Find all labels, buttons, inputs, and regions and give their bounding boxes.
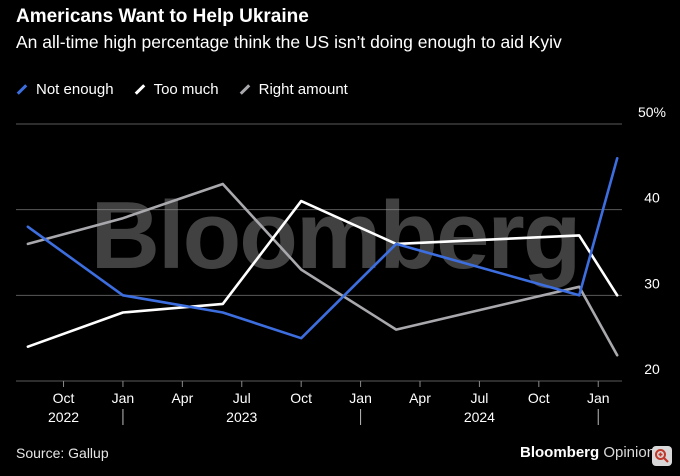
legend-item-not-enough: Not enough — [16, 81, 114, 98]
chart-subtitle: An all-time high percentage think the US… — [16, 32, 562, 52]
series-layer — [26, 157, 619, 357]
y-tick-label-30: 30 — [644, 275, 660, 291]
x-tick-label: Oct — [528, 390, 550, 406]
series-line-right-amount — [26, 182, 619, 357]
x-tick-label: Oct — [53, 390, 75, 406]
legend-label-right-amount: Right amount — [258, 81, 348, 98]
series-line-too-much — [26, 199, 619, 349]
legend-label-too-much: Too much — [153, 81, 219, 98]
chart-title: Americans Want to Help Ukraine — [16, 6, 309, 27]
x-tick-label: Jul — [233, 390, 251, 406]
source-note: Source: Gallup — [16, 445, 109, 461]
x-year-label: 2023 — [226, 409, 257, 425]
x-tick-label: Jan — [587, 390, 610, 406]
x-tick-label: Apr — [171, 390, 193, 406]
x-year-label: 2022 — [48, 409, 79, 425]
chart-legend: Not enough Too much Right amount — [16, 81, 368, 98]
x-tick-label: Jan — [112, 390, 135, 406]
legend-item-right-amount: Right amount — [239, 81, 348, 98]
y-axis-labels: 20 30 40 50% — [638, 104, 666, 377]
y-tick-label-20: 20 — [644, 361, 660, 377]
x-tick-label: Apr — [409, 390, 431, 406]
x-tick-label: Jan — [349, 390, 372, 406]
brand-suffix: Opinion — [603, 444, 656, 461]
series-line-not-enough — [26, 157, 619, 340]
line-chart: Bloomberg 20 30 40 50% Oct Jan Apr Jul Oct Jan Ap… — [16, 104, 666, 425]
legend-label-not-enough: Not enough — [36, 81, 114, 98]
x-tick-label: Oct — [290, 390, 312, 406]
x-tick-label: Jul — [470, 390, 488, 406]
y-tick-label-50: 50% — [638, 104, 666, 120]
brand-logo: Bloomberg Opinion — [520, 444, 655, 461]
zoom-icon[interactable] — [652, 446, 672, 466]
brand-name: Bloomberg — [520, 444, 600, 461]
bloomberg-watermark: Bloomberg — [91, 182, 580, 289]
x-year-label: 2024 — [464, 409, 495, 425]
x-axis: Oct Jan Apr Jul Oct Jan Apr Jul Oct Jan 2022 2023 20… — [48, 381, 610, 425]
y-tick-label-40: 40 — [644, 190, 660, 206]
gridlines — [16, 123, 622, 382]
legend-item-too-much: Too much — [134, 81, 219, 98]
zoom-glyph — [655, 449, 669, 463]
